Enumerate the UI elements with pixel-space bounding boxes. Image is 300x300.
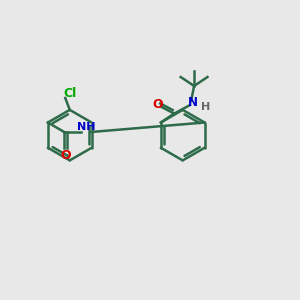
- Text: N: N: [188, 96, 198, 110]
- Text: O: O: [152, 98, 163, 111]
- Text: NH: NH: [77, 122, 96, 132]
- Text: Cl: Cl: [63, 87, 76, 100]
- Text: O: O: [60, 149, 71, 162]
- Text: H: H: [201, 102, 211, 112]
